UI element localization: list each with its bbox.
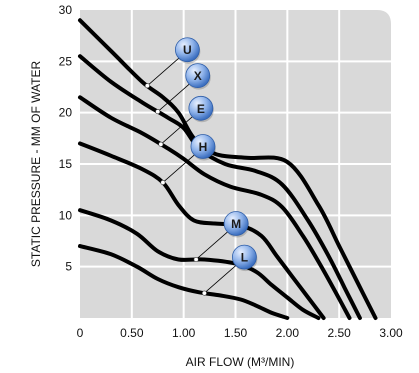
badge-label-h: H xyxy=(199,140,208,154)
badge-label-x: X xyxy=(194,69,202,83)
curve-l xyxy=(78,244,290,320)
x-axis-title: AIR FLOW (M³/MIN) xyxy=(186,355,295,369)
y-tick-label: 15 xyxy=(59,157,73,171)
y-tick-label: 5 xyxy=(65,260,72,274)
badge-h xyxy=(190,134,216,159)
curve-u xyxy=(78,18,378,320)
curve-h xyxy=(78,141,326,320)
callout-dot-h xyxy=(160,179,166,185)
callout-leader-e xyxy=(160,115,194,145)
x-tick-label: 2.50 xyxy=(327,326,351,340)
curve-m xyxy=(78,208,321,320)
x-tick-label: 0 xyxy=(77,326,84,340)
callout-leader-m xyxy=(195,231,229,260)
callout-dot-m xyxy=(193,256,199,262)
x-tick-label: 3.00 xyxy=(379,326,403,340)
y-tick-label: 20 xyxy=(59,106,73,120)
y-tick-label: 25 xyxy=(59,54,73,68)
badge-l xyxy=(231,244,257,270)
callout-leader-x xyxy=(157,83,191,112)
callout-dot-x xyxy=(155,109,161,115)
callout-leader-u xyxy=(147,57,180,87)
axis-ticks: 0 0.50 1.00 1.50 2.00 2.50 3.00 5 10 15 20 25 30 xyxy=(59,3,403,340)
badge-x xyxy=(185,63,211,89)
curves xyxy=(78,18,378,320)
badge-label-u: U xyxy=(183,43,192,57)
badge-label-l: L xyxy=(241,251,248,265)
callout-dot-u xyxy=(144,83,150,89)
badge-label-e: E xyxy=(197,102,205,116)
x-tick-label: 0.50 xyxy=(120,326,144,340)
x-tick-label: 1.50 xyxy=(224,326,248,340)
callout-badges: UX E H M L xyxy=(174,37,258,272)
x-tick-label: 2.00 xyxy=(276,326,300,340)
y-axis-title: STATIC PRESSURE - MM OF WATER xyxy=(29,61,43,268)
y-tick-label: 10 xyxy=(59,208,73,222)
badge-m xyxy=(223,211,249,236)
callout-leader-l xyxy=(204,264,237,294)
x-tick-label: 1.00 xyxy=(172,326,196,340)
badge-u xyxy=(174,37,200,63)
callout-leader-h xyxy=(162,154,196,183)
callout-dot-l xyxy=(201,290,207,296)
badge-label-m: M xyxy=(231,217,241,231)
curve-x xyxy=(78,54,362,320)
curve-e xyxy=(78,95,352,320)
callout-dot-e xyxy=(158,141,164,147)
y-tick-label: 30 xyxy=(59,3,73,17)
badge-e xyxy=(188,95,214,121)
callout-leaders xyxy=(144,57,237,296)
